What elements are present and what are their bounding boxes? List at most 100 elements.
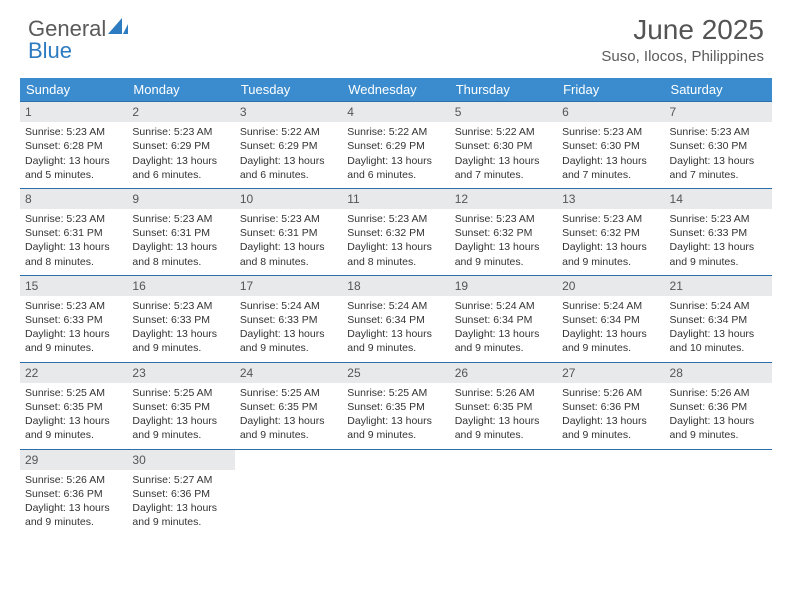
day-number: 8	[20, 189, 127, 209]
sunset-line: Sunset: 6:34 PM	[455, 313, 552, 327]
day-details: Sunrise: 5:26 AMSunset: 6:36 PMDaylight:…	[20, 470, 127, 536]
calendar-cell: 9Sunrise: 5:23 AMSunset: 6:31 PMDaylight…	[127, 189, 234, 275]
day-number: 17	[235, 276, 342, 296]
day-details: Sunrise: 5:25 AMSunset: 6:35 PMDaylight:…	[127, 383, 234, 449]
sunset-line: Sunset: 6:28 PM	[25, 139, 122, 153]
day-details: Sunrise: 5:23 AMSunset: 6:32 PMDaylight:…	[557, 209, 664, 275]
day-number: 18	[342, 276, 449, 296]
calendar-cell: 3Sunrise: 5:22 AMSunset: 6:29 PMDaylight…	[235, 102, 342, 188]
day-number: 5	[450, 102, 557, 122]
day-number: 23	[127, 363, 234, 383]
sunrise-line: Sunrise: 5:25 AM	[240, 386, 337, 400]
sunrise-line: Sunrise: 5:26 AM	[25, 473, 122, 487]
sunrise-line: Sunrise: 5:27 AM	[132, 473, 229, 487]
day-details: Sunrise: 5:23 AMSunset: 6:30 PMDaylight:…	[557, 122, 664, 188]
calendar-cell: 26Sunrise: 5:26 AMSunset: 6:35 PMDayligh…	[450, 363, 557, 449]
sunrise-line: Sunrise: 5:22 AM	[455, 125, 552, 139]
calendar-cell: 28Sunrise: 5:26 AMSunset: 6:36 PMDayligh…	[665, 363, 772, 449]
day-number: 16	[127, 276, 234, 296]
sunset-line: Sunset: 6:35 PM	[347, 400, 444, 414]
day-number: 28	[665, 363, 772, 383]
daylight-line: Daylight: 13 hours and 7 minutes.	[562, 154, 659, 182]
calendar-cell	[235, 450, 342, 536]
page-header: General Blue June 2025 Suso, Ilocos, Phi…	[0, 0, 792, 78]
daylight-line: Daylight: 13 hours and 9 minutes.	[562, 327, 659, 355]
sunset-line: Sunset: 6:34 PM	[347, 313, 444, 327]
sunset-line: Sunset: 6:32 PM	[347, 226, 444, 240]
day-details: Sunrise: 5:26 AMSunset: 6:35 PMDaylight:…	[450, 383, 557, 449]
day-details: Sunrise: 5:23 AMSunset: 6:31 PMDaylight:…	[127, 209, 234, 275]
sunset-line: Sunset: 6:34 PM	[670, 313, 767, 327]
daylight-line: Daylight: 13 hours and 8 minutes.	[347, 240, 444, 268]
day-details: Sunrise: 5:22 AMSunset: 6:30 PMDaylight:…	[450, 122, 557, 188]
day-number: 25	[342, 363, 449, 383]
sunrise-line: Sunrise: 5:23 AM	[132, 299, 229, 313]
day-details: Sunrise: 5:23 AMSunset: 6:31 PMDaylight:…	[20, 209, 127, 275]
calendar-cell: 16Sunrise: 5:23 AMSunset: 6:33 PMDayligh…	[127, 276, 234, 362]
calendar-cell: 17Sunrise: 5:24 AMSunset: 6:33 PMDayligh…	[235, 276, 342, 362]
day-number: 6	[557, 102, 664, 122]
day-number: 13	[557, 189, 664, 209]
sunset-line: Sunset: 6:31 PM	[25, 226, 122, 240]
sunrise-line: Sunrise: 5:22 AM	[240, 125, 337, 139]
sunrise-line: Sunrise: 5:23 AM	[25, 299, 122, 313]
calendar-cell: 10Sunrise: 5:23 AMSunset: 6:31 PMDayligh…	[235, 189, 342, 275]
daylight-line: Daylight: 13 hours and 9 minutes.	[132, 414, 229, 442]
daylight-line: Daylight: 13 hours and 8 minutes.	[132, 240, 229, 268]
sunrise-line: Sunrise: 5:23 AM	[132, 125, 229, 139]
sunset-line: Sunset: 6:30 PM	[562, 139, 659, 153]
sunset-line: Sunset: 6:33 PM	[670, 226, 767, 240]
sunrise-line: Sunrise: 5:24 AM	[670, 299, 767, 313]
day-number: 14	[665, 189, 772, 209]
calendar-cell: 12Sunrise: 5:23 AMSunset: 6:32 PMDayligh…	[450, 189, 557, 275]
day-details: Sunrise: 5:24 AMSunset: 6:34 PMDaylight:…	[557, 296, 664, 362]
day-details: Sunrise: 5:23 AMSunset: 6:33 PMDaylight:…	[20, 296, 127, 362]
day-details: Sunrise: 5:23 AMSunset: 6:28 PMDaylight:…	[20, 122, 127, 188]
day-number: 21	[665, 276, 772, 296]
sunset-line: Sunset: 6:32 PM	[455, 226, 552, 240]
day-number: 26	[450, 363, 557, 383]
day-number: 30	[127, 450, 234, 470]
calendar-cell	[342, 450, 449, 536]
calendar-cell: 6Sunrise: 5:23 AMSunset: 6:30 PMDaylight…	[557, 102, 664, 188]
sunrise-line: Sunrise: 5:24 AM	[455, 299, 552, 313]
day-details: Sunrise: 5:27 AMSunset: 6:36 PMDaylight:…	[127, 470, 234, 536]
sunrise-line: Sunrise: 5:23 AM	[25, 125, 122, 139]
calendar-grid: SundayMondayTuesdayWednesdayThursdayFrid…	[20, 78, 772, 535]
day-details: Sunrise: 5:23 AMSunset: 6:32 PMDaylight:…	[342, 209, 449, 275]
sunset-line: Sunset: 6:29 PM	[240, 139, 337, 153]
calendar-cell: 15Sunrise: 5:23 AMSunset: 6:33 PMDayligh…	[20, 276, 127, 362]
daylight-line: Daylight: 13 hours and 10 minutes.	[670, 327, 767, 355]
calendar-cell	[450, 450, 557, 536]
daylight-line: Daylight: 13 hours and 9 minutes.	[25, 327, 122, 355]
day-details: Sunrise: 5:26 AMSunset: 6:36 PMDaylight:…	[557, 383, 664, 449]
sunrise-line: Sunrise: 5:23 AM	[347, 212, 444, 226]
daylight-line: Daylight: 13 hours and 9 minutes.	[132, 501, 229, 529]
day-number: 4	[342, 102, 449, 122]
day-number: 29	[20, 450, 127, 470]
sunrise-line: Sunrise: 5:26 AM	[670, 386, 767, 400]
day-details: Sunrise: 5:23 AMSunset: 6:31 PMDaylight:…	[235, 209, 342, 275]
sunrise-line: Sunrise: 5:25 AM	[25, 386, 122, 400]
calendar-week: 22Sunrise: 5:25 AMSunset: 6:35 PMDayligh…	[20, 362, 772, 449]
brand-word2: Blue	[28, 38, 72, 63]
weekday-header: Saturday	[665, 78, 772, 101]
sunrise-line: Sunrise: 5:25 AM	[347, 386, 444, 400]
daylight-line: Daylight: 13 hours and 7 minutes.	[670, 154, 767, 182]
sunrise-line: Sunrise: 5:23 AM	[455, 212, 552, 226]
weekday-header-row: SundayMondayTuesdayWednesdayThursdayFrid…	[20, 78, 772, 101]
sunset-line: Sunset: 6:30 PM	[455, 139, 552, 153]
day-number: 19	[450, 276, 557, 296]
daylight-line: Daylight: 13 hours and 9 minutes.	[132, 327, 229, 355]
day-details: Sunrise: 5:23 AMSunset: 6:29 PMDaylight:…	[127, 122, 234, 188]
calendar-cell: 8Sunrise: 5:23 AMSunset: 6:31 PMDaylight…	[20, 189, 127, 275]
day-details: Sunrise: 5:23 AMSunset: 6:30 PMDaylight:…	[665, 122, 772, 188]
weekday-header: Monday	[127, 78, 234, 101]
calendar-cell: 27Sunrise: 5:26 AMSunset: 6:36 PMDayligh…	[557, 363, 664, 449]
page-title: June 2025	[601, 14, 764, 46]
day-details: Sunrise: 5:24 AMSunset: 6:34 PMDaylight:…	[665, 296, 772, 362]
calendar-cell: 21Sunrise: 5:24 AMSunset: 6:34 PMDayligh…	[665, 276, 772, 362]
daylight-line: Daylight: 13 hours and 6 minutes.	[240, 154, 337, 182]
day-details: Sunrise: 5:24 AMSunset: 6:33 PMDaylight:…	[235, 296, 342, 362]
daylight-line: Daylight: 13 hours and 9 minutes.	[455, 414, 552, 442]
